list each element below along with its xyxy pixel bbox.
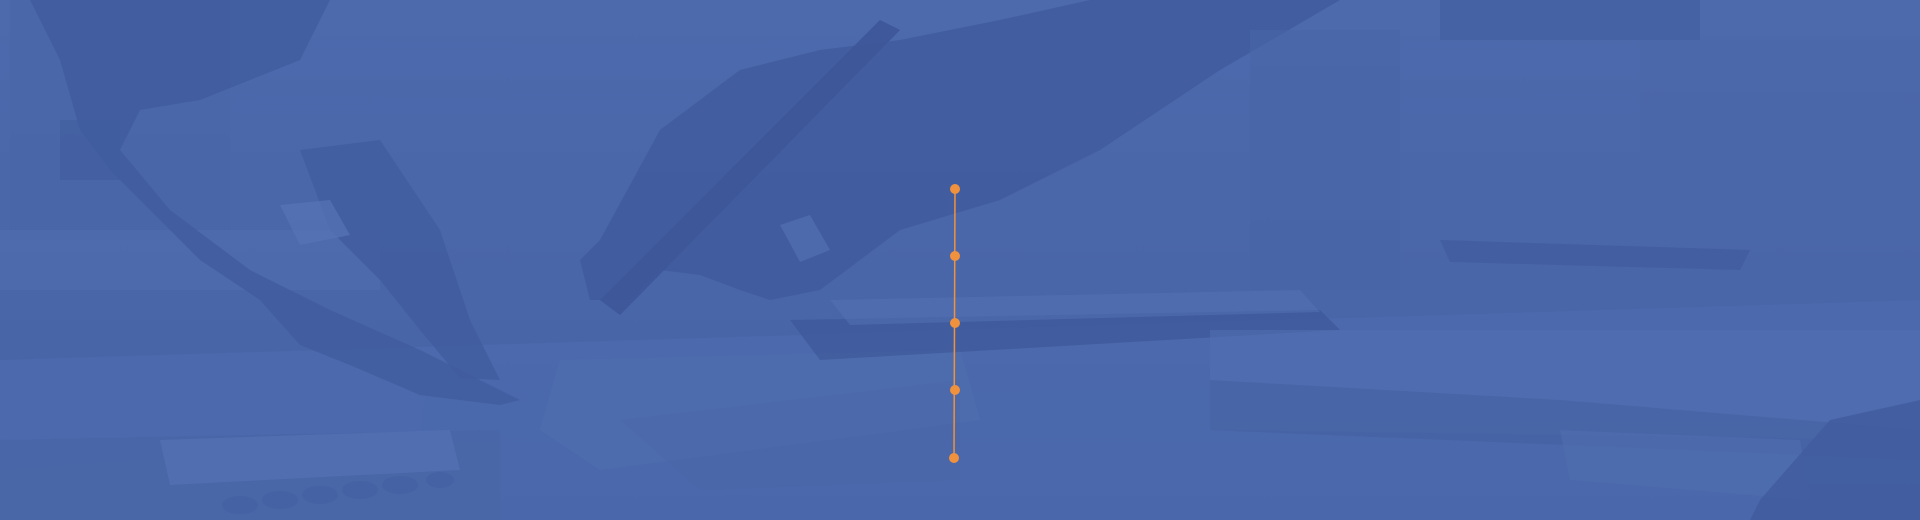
timeline-node-5	[949, 453, 959, 463]
timeline-node-3	[950, 318, 960, 328]
timeline-node-2	[950, 251, 960, 261]
timeline-node-4	[950, 385, 960, 395]
timeline-node-1	[950, 184, 960, 194]
